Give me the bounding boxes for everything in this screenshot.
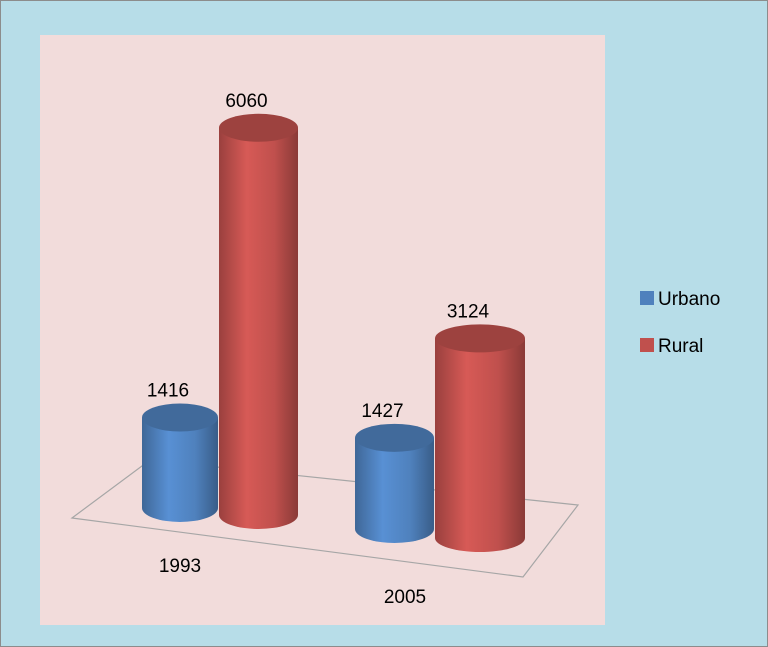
data-label: 3124	[447, 301, 490, 322]
legend-swatch	[640, 291, 654, 305]
floor	[70, 459, 580, 578]
legend-label: Rural	[658, 336, 703, 357]
bar	[219, 113, 298, 529]
legend-label: Urbano	[658, 289, 720, 310]
data-label: 1427	[361, 401, 403, 422]
data-label: 6060	[225, 91, 267, 112]
bar	[435, 324, 525, 552]
bar	[142, 403, 218, 522]
data-label: 1416	[147, 381, 189, 402]
bar-body	[355, 437, 434, 529]
legend-swatch	[640, 338, 654, 352]
bar-top	[219, 113, 298, 142]
bar	[355, 423, 434, 543]
bar-body	[219, 127, 298, 516]
bar-top	[435, 324, 525, 353]
x-tick-label: 2005	[384, 587, 426, 608]
bar-body	[142, 417, 218, 508]
bar-body	[435, 338, 525, 538]
x-tick-label: 1993	[159, 556, 201, 577]
bar-top	[142, 403, 218, 432]
bar-top	[355, 423, 434, 452]
